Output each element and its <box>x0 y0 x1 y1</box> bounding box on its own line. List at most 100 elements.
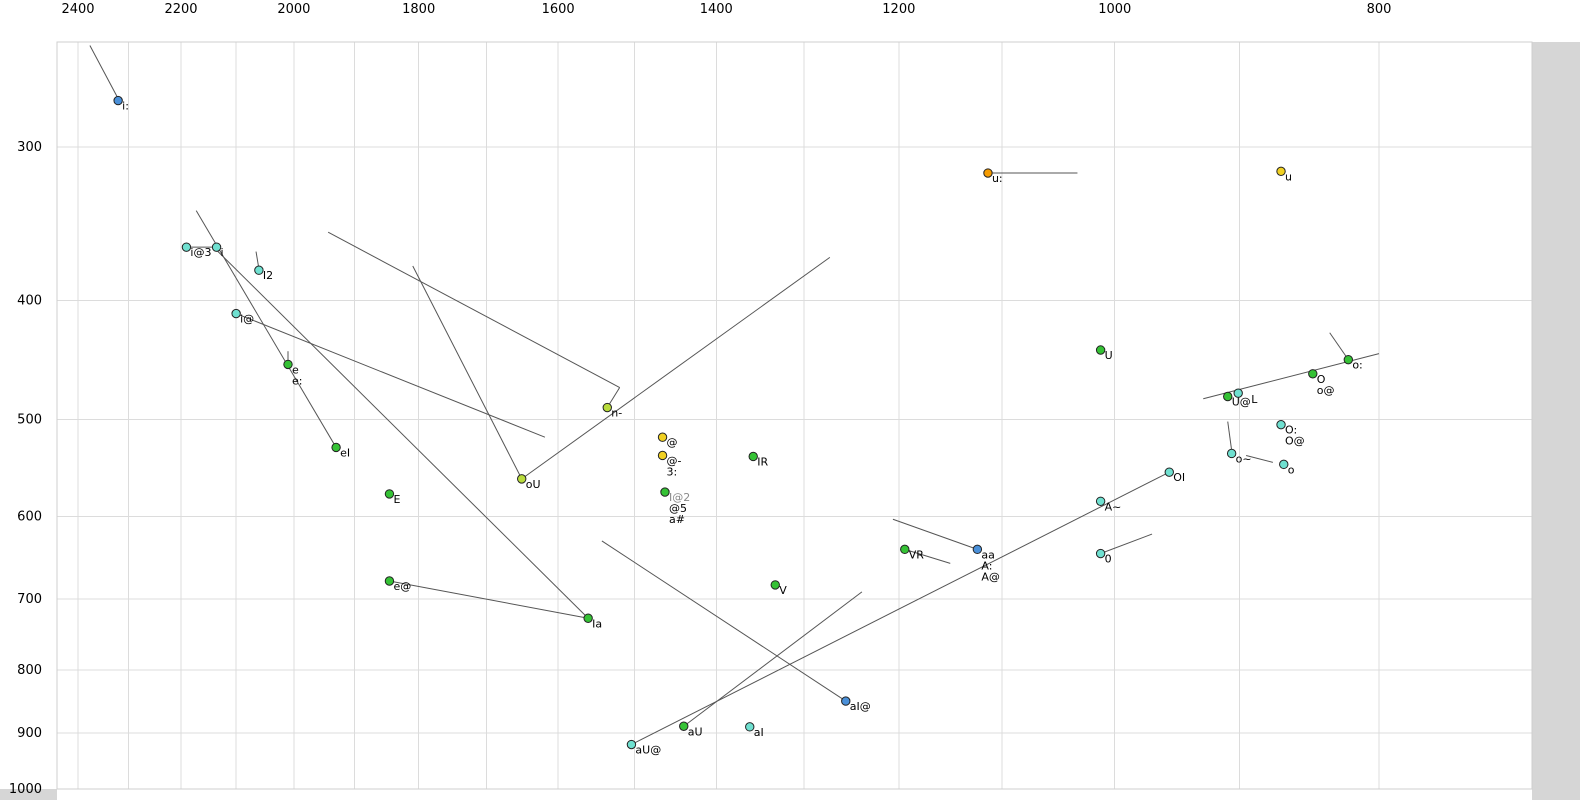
data-point-aU[interactable] <box>679 721 689 731</box>
data-point-@-[interactable] <box>657 450 668 461</box>
x-tick-label: 1800 <box>402 2 435 17</box>
point-label-OI: OI <box>1173 471 1185 484</box>
y-tick-label: 1000 <box>9 782 42 797</box>
data-point-E[interactable] <box>384 489 395 499</box>
point-label-U: U <box>1105 349 1113 362</box>
data-point-A~[interactable] <box>1095 496 1106 506</box>
y-tick-label: 600 <box>17 510 42 525</box>
data-point-U@[interactable] <box>1223 391 1233 402</box>
point-label-o@: o@ <box>1317 384 1335 397</box>
data-point-e@[interactable] <box>384 576 395 586</box>
data-point-u[interactable] <box>1276 166 1286 177</box>
point-label-A~: A~ <box>1105 500 1122 513</box>
point-label-i@3: i@3 <box>190 246 211 259</box>
data-point-n-[interactable] <box>602 402 612 413</box>
x-tick-label: 1600 <box>542 2 575 17</box>
data-point-o[interactable] <box>1279 459 1289 470</box>
data-point-U[interactable] <box>1095 345 1106 355</box>
trajectory-line <box>89 45 119 99</box>
data-point-O[interactable] <box>1308 369 1318 379</box>
point-label-L: L <box>1251 393 1258 406</box>
trajectory-line <box>892 518 978 550</box>
data-point-L[interactable] <box>1233 388 1243 398</box>
data-point-V[interactable] <box>770 580 780 590</box>
point-label-VR: VR <box>909 548 925 561</box>
data-point-oU[interactable] <box>517 474 527 484</box>
trajectory-lines <box>89 45 1380 745</box>
point-label-Ia: Ia <box>592 617 602 630</box>
data-point-o:[interactable] <box>1343 354 1354 365</box>
y-tick-label: 400 <box>17 293 42 308</box>
y-tick-label: 900 <box>17 726 42 741</box>
x-tick-label: 2400 <box>61 2 94 17</box>
point-label-IR: IR <box>757 455 768 468</box>
x-tick-label: 800 <box>1367 2 1392 17</box>
data-point-OI[interactable] <box>1164 467 1174 477</box>
point-label-@5: @5 <box>669 502 687 515</box>
data-point-eI[interactable] <box>331 442 341 453</box>
data-point-O:[interactable] <box>1276 419 1286 430</box>
trajectory-line <box>521 256 831 480</box>
data-point-i@[interactable] <box>231 308 241 319</box>
right-margin <box>1532 42 1580 800</box>
point-label-o: o <box>1288 463 1295 476</box>
y-tick-label: 800 <box>17 663 42 678</box>
data-point-aU@[interactable] <box>626 739 637 750</box>
data-point-aI[interactable] <box>745 722 755 732</box>
point-label-@: @ <box>667 436 678 449</box>
data-point-u:[interactable] <box>983 168 993 178</box>
trajectory-line <box>1329 332 1349 360</box>
data-point-aI@[interactable] <box>841 696 851 706</box>
data-point-0[interactable] <box>1095 548 1106 559</box>
trajectory-line <box>683 591 863 727</box>
x-tick-label: 1400 <box>700 2 733 17</box>
point-label-A@: A@ <box>981 570 1000 583</box>
point-label-eI: eI <box>340 446 350 459</box>
x-tick-label: 1000 <box>1098 2 1131 17</box>
bottom-left-margin <box>0 789 57 800</box>
data-point-Ia[interactable] <box>583 613 593 623</box>
trajectory-line <box>412 265 523 480</box>
trajectory-line <box>235 313 546 438</box>
trajectory-line <box>631 471 1170 745</box>
data-point-I@2[interactable] <box>660 487 670 497</box>
data-point-i@3[interactable] <box>181 242 192 252</box>
data-point-aa[interactable] <box>972 544 983 555</box>
point-label-aI: aI <box>754 726 764 739</box>
point-label-0: 0 <box>1105 553 1112 566</box>
point-label-O@: O@ <box>1285 435 1305 448</box>
point-label-aa: aa <box>981 548 994 561</box>
point-label-aU: aU <box>688 725 703 738</box>
point-label-O: O <box>1317 373 1326 386</box>
point-label-n-: n- <box>611 407 622 420</box>
trajectory-line <box>601 540 847 702</box>
point-label-oU: oU <box>526 478 541 491</box>
data-points: i:i@3 iI2i@ee:eIEe@IaoUn-@@-3:IRI@2@5a#VV… <box>113 95 1363 757</box>
trajectory-line <box>904 548 951 564</box>
y-tick-label: 500 <box>17 412 42 427</box>
data-point-VR[interactable] <box>900 544 910 555</box>
data-point-@[interactable] <box>657 432 668 442</box>
point-label-e:: e: <box>292 374 302 387</box>
point-label-O:: O: <box>1285 424 1297 437</box>
trajectory-line <box>1100 533 1153 554</box>
data-point-o~[interactable] <box>1226 448 1237 459</box>
gridlines <box>57 42 1532 790</box>
data-point-e[interactable] <box>283 359 293 370</box>
data-point-i:[interactable] <box>113 95 123 106</box>
data-point-i[interactable] <box>211 242 222 252</box>
y-tick-label: 700 <box>17 592 42 607</box>
point-label-o:: o: <box>1352 359 1362 372</box>
data-point-I2[interactable] <box>254 265 264 275</box>
point-label-3:: 3: <box>667 465 678 478</box>
point-label-A:: A: <box>981 559 992 572</box>
point-label-V: V <box>779 584 787 597</box>
trajectory-line <box>389 580 589 619</box>
point-label-u: u <box>1285 170 1292 183</box>
point-label-u:: u: <box>992 172 1003 185</box>
point-label-I@2: I@2 <box>669 491 690 504</box>
data-point-IR[interactable] <box>748 451 758 462</box>
point-label-e@: e@ <box>393 580 411 593</box>
